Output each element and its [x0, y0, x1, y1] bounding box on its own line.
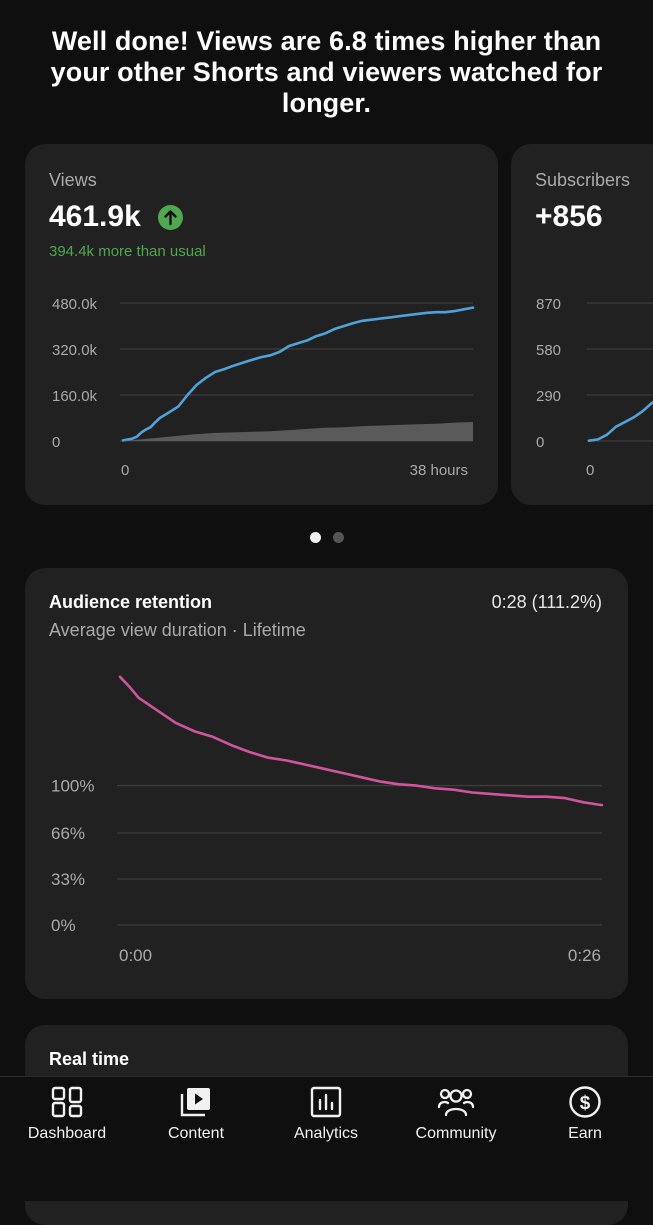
carousel-dot[interactable]: [309, 532, 321, 543]
arrow-up-circle-icon: [158, 205, 183, 230]
x-tick-label: 0:00: [119, 946, 152, 965]
y-tick-label: 0: [536, 434, 544, 451]
subscribers-card[interactable]: Subscribers +856 870 580 290 0 0: [511, 144, 653, 505]
earn-icon: $: [569, 1086, 601, 1118]
nav-label-dashboard: Dashboard: [27, 1125, 107, 1142]
subscribers-label: Subscribers: [535, 170, 631, 190]
nav-label-community: Community: [415, 1125, 497, 1142]
views-card[interactable]: Views 461.9k 394.4k more than usual 480.…: [25, 144, 498, 505]
audience-retention-card[interactable]: Audience retention 0:28 (111.2%) Average…: [25, 568, 628, 999]
content-icon: [180, 1088, 210, 1117]
y-tick-label: 320.0k: [52, 342, 98, 359]
x-tick-label: 0: [121, 462, 129, 479]
nav-item-analytics[interactable]: Analytics: [266, 1085, 386, 1143]
nav-item-community[interactable]: Community: [396, 1085, 516, 1143]
y-tick-label: 160.0k: [52, 388, 98, 405]
dashboard-icon: [51, 1086, 83, 1118]
subscribers-value: +856: [535, 200, 603, 233]
retention-subtitle: Average view duration · Lifetime: [49, 620, 306, 640]
retention-chart: 100% 66% 33% 0% 0:00 0:26: [51, 675, 604, 965]
y-tick-label: 480.0k: [52, 296, 98, 313]
y-tick-label: 66%: [51, 824, 85, 843]
retention-value: 0:28 (111.2%): [491, 592, 602, 612]
bottom-nav: Dashboard Content Analytics Community: [0, 1076, 653, 1201]
carousel-dots[interactable]: [0, 530, 653, 548]
y-tick-label: 0: [52, 434, 60, 451]
x-tick-label: 0:26: [568, 946, 601, 965]
series-line: [121, 306, 475, 442]
real-time-title: Real time: [49, 1049, 130, 1069]
y-tick-label: 0%: [51, 916, 76, 935]
nav-item-dashboard[interactable]: Dashboard: [7, 1085, 127, 1143]
views-label: Views: [49, 170, 97, 190]
nav-label-analytics: Analytics: [293, 1125, 359, 1142]
retention-title: Audience retention: [49, 592, 213, 612]
series-area: [123, 422, 473, 441]
subscribers-chart: 870 580 290 0 0: [536, 296, 653, 479]
headline: Well done! Views are 6.8 times higher th…: [50, 26, 603, 118]
y-tick-label: 580: [536, 342, 561, 359]
nav-label-earn: Earn: [568, 1125, 602, 1142]
views-delta: 394.4k more than usual: [49, 243, 206, 260]
series-line: [587, 400, 653, 443]
x-tick-label: 0: [586, 462, 594, 479]
y-tick-label: 100%: [51, 777, 94, 796]
community-icon: [437, 1088, 475, 1117]
nav-item-content[interactable]: Content: [136, 1085, 256, 1143]
views-chart: 480.0k 320.0k 160.0k 0 0 38 hours: [52, 296, 475, 479]
y-tick-label: 290: [536, 388, 561, 405]
carousel-dot[interactable]: [332, 532, 344, 543]
series-line: [118, 675, 604, 807]
analytics-icon: [310, 1086, 342, 1118]
views-value: 461.9k: [49, 200, 141, 233]
y-tick-label: 33%: [51, 870, 85, 889]
y-tick-label: 870: [536, 296, 561, 313]
nav-label-content: Content: [167, 1125, 225, 1142]
svg-text:$: $: [580, 1093, 591, 1114]
nav-item-earn[interactable]: $ Earn: [525, 1085, 645, 1143]
x-tick-label: 38 hours: [410, 462, 468, 479]
